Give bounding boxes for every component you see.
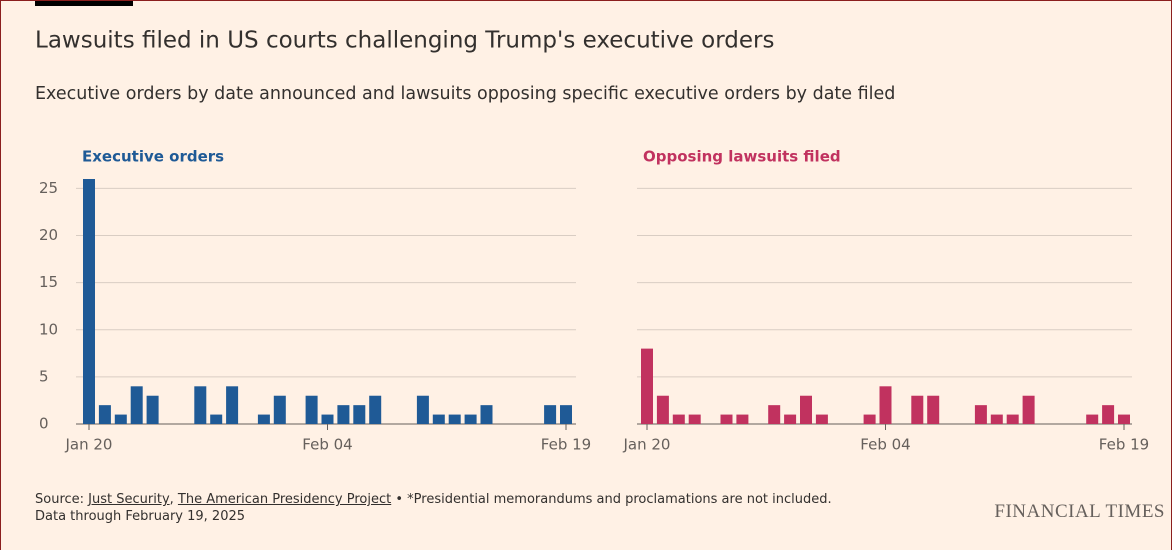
bar (879, 386, 892, 424)
bar (273, 395, 286, 424)
y-tick-label: 10 (39, 320, 58, 338)
y-tick-label: 15 (39, 273, 58, 291)
bar (672, 414, 685, 424)
x-tick-label: Feb 19 (1099, 436, 1149, 454)
bar (990, 414, 1003, 424)
bar (369, 395, 382, 424)
panel-title: Opposing lawsuits filed (643, 148, 841, 166)
bar (130, 386, 143, 424)
bar (736, 414, 749, 424)
bar (194, 386, 207, 424)
x-tick-label: Feb 04 (302, 436, 352, 454)
bar (83, 179, 95, 424)
bar (321, 414, 334, 424)
bar (927, 395, 940, 424)
bar (480, 405, 493, 424)
y-tick-label: 0 (39, 415, 49, 433)
bar (1086, 414, 1099, 424)
source-note: • *Presidential memorandums and proclama… (35, 492, 832, 524)
bar (146, 395, 159, 424)
bar (448, 414, 461, 424)
bar (720, 414, 733, 424)
x-tick-label: Feb 19 (541, 436, 591, 454)
bar (114, 414, 127, 424)
bar (353, 405, 366, 424)
bar (1006, 414, 1019, 424)
bar (1102, 405, 1115, 424)
bar (656, 395, 669, 424)
bar (1118, 414, 1130, 424)
source: Source: Just Security, The American Pres… (35, 491, 835, 525)
bar (784, 414, 797, 424)
chart-title: Lawsuits filed in US courts challenging … (35, 28, 774, 54)
panel-title: Executive orders (82, 148, 224, 166)
bar (464, 414, 477, 424)
bar (337, 405, 350, 424)
bar (863, 414, 876, 424)
bar (305, 395, 318, 424)
x-tick-label: Jan 20 (623, 436, 671, 454)
source-label: Source: (35, 492, 85, 507)
chart-subtitle: Executive orders by date announced and l… (35, 84, 895, 104)
bar (210, 414, 223, 424)
bar (432, 414, 445, 424)
bar (98, 405, 111, 424)
chart: Lawsuits filed in US courts challenging … (35, 1, 1149, 454)
y-tick-label: 25 (39, 179, 58, 197)
x-tick-label: Feb 04 (860, 436, 910, 454)
bar (560, 405, 572, 424)
separator: , (169, 492, 174, 507)
y-tick-label: 20 (39, 226, 58, 244)
brand-bar (35, 1, 133, 6)
source-link[interactable]: Just Security (88, 492, 170, 507)
x-tick-label: Jan 20 (65, 436, 113, 454)
brand: FINANCIAL TIMES (994, 501, 1165, 522)
bar (544, 405, 557, 424)
bar (768, 405, 781, 424)
bar (416, 395, 429, 424)
bar (911, 395, 924, 424)
y-tick-label: 5 (39, 367, 49, 385)
bar (800, 395, 812, 424)
bar (974, 405, 987, 424)
bar (226, 386, 239, 424)
bar (688, 414, 701, 424)
bar (815, 414, 828, 424)
bar (1022, 395, 1035, 424)
bar (257, 414, 270, 424)
source-link[interactable]: The American Presidency Project (177, 492, 392, 507)
bar (641, 348, 653, 424)
